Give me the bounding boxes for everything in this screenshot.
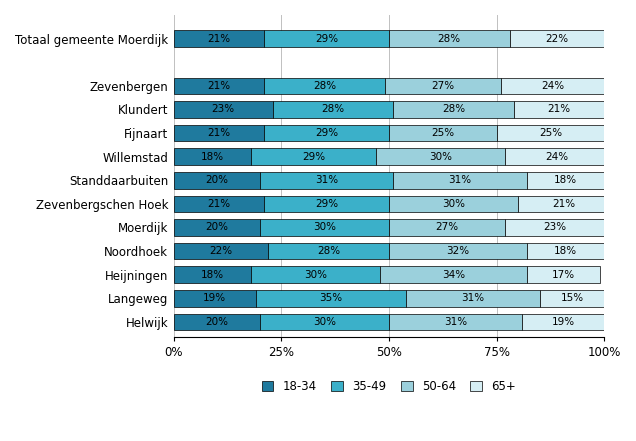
Text: 21%: 21% bbox=[552, 199, 575, 209]
Text: 25%: 25% bbox=[539, 128, 562, 138]
Text: 18%: 18% bbox=[554, 175, 577, 185]
Text: 18%: 18% bbox=[201, 270, 224, 280]
Text: 31%: 31% bbox=[444, 317, 467, 327]
Text: 15%: 15% bbox=[560, 293, 584, 303]
Bar bbox=[260, 314, 389, 330]
Bar bbox=[174, 125, 264, 141]
Text: 25%: 25% bbox=[431, 128, 454, 138]
Text: 28%: 28% bbox=[438, 34, 461, 44]
Text: 23%: 23% bbox=[212, 105, 235, 114]
Text: 30%: 30% bbox=[442, 199, 465, 209]
Text: 20%: 20% bbox=[205, 175, 228, 185]
Bar bbox=[251, 148, 376, 165]
Bar bbox=[260, 172, 393, 188]
Bar bbox=[268, 243, 389, 259]
Bar bbox=[389, 30, 509, 47]
Bar bbox=[527, 266, 600, 283]
Text: 21%: 21% bbox=[207, 81, 230, 91]
Bar bbox=[174, 243, 268, 259]
Text: 19%: 19% bbox=[203, 293, 226, 303]
Text: 27%: 27% bbox=[431, 81, 454, 91]
Bar bbox=[505, 219, 604, 236]
Bar bbox=[518, 196, 609, 212]
Text: 21%: 21% bbox=[207, 199, 230, 209]
Bar bbox=[174, 78, 264, 94]
Text: 31%: 31% bbox=[315, 175, 338, 185]
Bar bbox=[389, 125, 497, 141]
Text: 30%: 30% bbox=[313, 222, 336, 232]
Text: 30%: 30% bbox=[304, 270, 328, 280]
Bar bbox=[174, 314, 260, 330]
Bar bbox=[264, 196, 389, 212]
Bar bbox=[501, 78, 604, 94]
Bar bbox=[260, 219, 389, 236]
Legend: 18-34, 35-49, 50-64, 65+: 18-34, 35-49, 50-64, 65+ bbox=[257, 375, 521, 398]
Text: 34%: 34% bbox=[442, 270, 465, 280]
Text: 27%: 27% bbox=[436, 222, 459, 232]
Bar bbox=[264, 78, 385, 94]
Text: 21%: 21% bbox=[207, 128, 230, 138]
Bar bbox=[174, 266, 251, 283]
Text: 28%: 28% bbox=[442, 105, 465, 114]
Bar bbox=[174, 219, 260, 236]
Text: 18%: 18% bbox=[201, 152, 224, 162]
Bar bbox=[380, 266, 527, 283]
Bar bbox=[256, 290, 406, 306]
Bar bbox=[376, 148, 505, 165]
Text: 35%: 35% bbox=[319, 293, 342, 303]
Text: 29%: 29% bbox=[315, 34, 338, 44]
Bar bbox=[527, 172, 604, 188]
Text: 24%: 24% bbox=[546, 152, 569, 162]
Text: 30%: 30% bbox=[429, 152, 452, 162]
Text: 31%: 31% bbox=[461, 293, 485, 303]
Text: 17%: 17% bbox=[552, 270, 575, 280]
Bar bbox=[264, 30, 389, 47]
Bar bbox=[540, 290, 604, 306]
Text: 24%: 24% bbox=[541, 81, 564, 91]
Bar bbox=[389, 243, 527, 259]
Bar bbox=[527, 243, 604, 259]
Text: 21%: 21% bbox=[207, 34, 230, 44]
Text: 23%: 23% bbox=[543, 222, 566, 232]
Text: 29%: 29% bbox=[315, 199, 338, 209]
Bar bbox=[393, 172, 527, 188]
Bar bbox=[264, 125, 389, 141]
Text: 19%: 19% bbox=[552, 317, 575, 327]
Bar bbox=[174, 290, 256, 306]
Text: 18%: 18% bbox=[554, 246, 577, 256]
Bar bbox=[174, 148, 251, 165]
Bar bbox=[389, 314, 523, 330]
Text: 31%: 31% bbox=[448, 175, 472, 185]
Text: 22%: 22% bbox=[546, 34, 569, 44]
Text: 30%: 30% bbox=[313, 317, 336, 327]
Text: 21%: 21% bbox=[548, 105, 570, 114]
Text: 29%: 29% bbox=[315, 128, 338, 138]
Bar bbox=[174, 101, 273, 118]
Bar bbox=[174, 30, 264, 47]
Bar bbox=[509, 30, 604, 47]
Bar bbox=[251, 266, 380, 283]
Bar bbox=[174, 196, 264, 212]
Bar bbox=[273, 101, 393, 118]
Text: 32%: 32% bbox=[446, 246, 469, 256]
Bar bbox=[389, 196, 518, 212]
Text: 28%: 28% bbox=[313, 81, 336, 91]
Bar bbox=[505, 148, 609, 165]
Text: 22%: 22% bbox=[209, 246, 233, 256]
Text: 20%: 20% bbox=[205, 222, 228, 232]
Bar bbox=[389, 219, 505, 236]
Text: 29%: 29% bbox=[302, 152, 325, 162]
Bar bbox=[174, 172, 260, 188]
Text: 20%: 20% bbox=[205, 317, 228, 327]
Bar bbox=[385, 78, 501, 94]
Bar bbox=[523, 314, 604, 330]
Bar bbox=[497, 125, 604, 141]
Bar bbox=[514, 101, 604, 118]
Bar bbox=[393, 101, 514, 118]
Bar bbox=[406, 290, 540, 306]
Text: 28%: 28% bbox=[321, 105, 345, 114]
Text: 28%: 28% bbox=[317, 246, 340, 256]
